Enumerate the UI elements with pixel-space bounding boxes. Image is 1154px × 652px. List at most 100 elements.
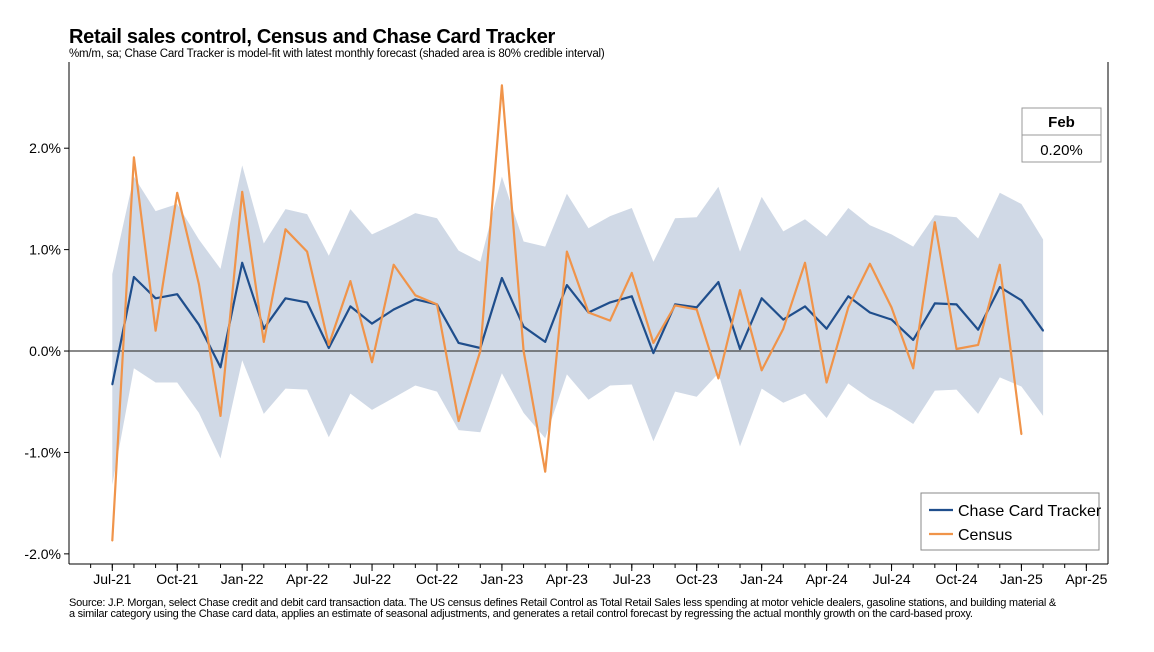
x-tick-label: Oct-24 <box>935 571 977 587</box>
data-point <box>630 272 633 274</box>
data-point <box>501 84 503 87</box>
x-tick-label: Apr-25 <box>1065 571 1107 587</box>
data-point <box>695 308 698 311</box>
data-point <box>176 293 179 296</box>
data-point <box>349 305 352 308</box>
data-point <box>782 318 785 321</box>
data-point <box>306 301 309 304</box>
data-point <box>327 344 330 346</box>
legend-label: Census <box>958 527 1012 544</box>
chart-area: -2.0% -1.0% 0.0% 1.0% 2.0% Jul-21 Oct-21 Jan-22… <box>24 62 1109 587</box>
data-point <box>457 420 460 422</box>
data-point <box>392 263 395 266</box>
data-point <box>154 297 157 300</box>
data-point <box>414 294 417 297</box>
data-point <box>262 341 265 343</box>
data-point <box>825 381 828 384</box>
y-tick-label: 0.0% <box>29 343 61 359</box>
x-tick-label: Jan-24 <box>740 571 783 587</box>
data-point <box>219 415 222 417</box>
data-point <box>176 191 179 194</box>
data-point <box>349 280 352 282</box>
data-point <box>695 306 698 309</box>
data-point <box>284 228 287 231</box>
callout-value: 0.20% <box>1040 142 1083 159</box>
data-point <box>760 369 763 372</box>
data-point <box>241 261 244 264</box>
callout-month: Feb <box>1048 114 1075 131</box>
data-point <box>868 262 871 265</box>
data-point <box>912 367 915 370</box>
x-tick-label: Oct-21 <box>156 571 198 587</box>
data-point <box>414 298 417 301</box>
source-line-1: Source: J.P. Morgan, select Chase credit… <box>69 597 1056 609</box>
y-tick-label: -2.0% <box>24 546 61 562</box>
data-point <box>522 350 525 352</box>
data-point <box>284 297 287 300</box>
data-point <box>241 190 244 193</box>
data-point <box>630 295 633 298</box>
data-point <box>674 304 676 307</box>
data-point <box>825 327 828 330</box>
chart-title: Retail sales control, Census and Chase C… <box>69 26 556 48</box>
data-point <box>479 350 482 352</box>
data-point <box>609 301 612 304</box>
data-point <box>133 276 135 278</box>
data-point <box>154 329 157 332</box>
x-tick-label: Jan-22 <box>221 571 264 587</box>
data-point <box>739 348 741 350</box>
data-point <box>609 319 612 322</box>
data-point <box>955 348 958 350</box>
data-point <box>890 318 893 321</box>
data-point <box>998 263 1001 266</box>
x-tick-label: Oct-22 <box>416 571 458 587</box>
x-tick-label: Apr-22 <box>286 571 328 587</box>
data-point <box>782 327 785 330</box>
data-point <box>111 539 114 542</box>
data-point <box>977 344 980 346</box>
data-point <box>306 250 309 253</box>
y-tick-label: 1.0% <box>29 242 61 258</box>
data-point <box>1020 299 1023 302</box>
data-point <box>111 383 114 386</box>
data-point <box>998 286 1001 289</box>
data-point <box>565 284 568 287</box>
x-tick-label: Jul-24 <box>872 571 910 587</box>
data-point <box>457 342 460 344</box>
y-tick-label: -1.0% <box>24 444 61 460</box>
data-point <box>933 221 936 224</box>
data-point <box>544 470 547 473</box>
data-point <box>544 341 547 343</box>
y-tick-label: 2.0% <box>29 140 61 156</box>
data-point <box>436 303 438 306</box>
credible-interval-band <box>112 165 1044 485</box>
data-point <box>847 295 850 298</box>
data-point <box>868 311 871 314</box>
data-point <box>1020 433 1023 436</box>
data-point <box>804 305 806 308</box>
data-point <box>501 277 503 279</box>
x-tick-label: Jan-23 <box>481 571 524 587</box>
data-point <box>890 306 893 309</box>
data-point <box>565 250 568 253</box>
data-point <box>912 338 915 341</box>
source-line-2: a similar category using the Chase card … <box>69 608 973 620</box>
x-tick-label: Jan-25 <box>1000 571 1043 587</box>
x-tick-label: Apr-24 <box>806 571 848 587</box>
data-point <box>197 283 200 285</box>
data-point <box>804 261 806 264</box>
legend-label: Chase Card Tracker <box>958 503 1102 520</box>
x-tick-label: Jul-23 <box>613 571 651 587</box>
data-point <box>371 322 373 325</box>
data-point <box>327 347 330 349</box>
data-point <box>197 323 200 326</box>
data-point <box>371 361 373 364</box>
data-point <box>587 311 590 314</box>
source-note: Source: J.P. Morgan, select Chase credit… <box>69 598 1056 620</box>
chart-subtitle: %m/m, sa; Chase Card Tracker is model-fi… <box>69 48 605 60</box>
data-point <box>1042 329 1044 332</box>
x-tick-label: Oct-23 <box>676 571 718 587</box>
data-point <box>262 327 265 330</box>
legend <box>920 492 1100 551</box>
x-tick-label: Jul-21 <box>93 571 131 587</box>
